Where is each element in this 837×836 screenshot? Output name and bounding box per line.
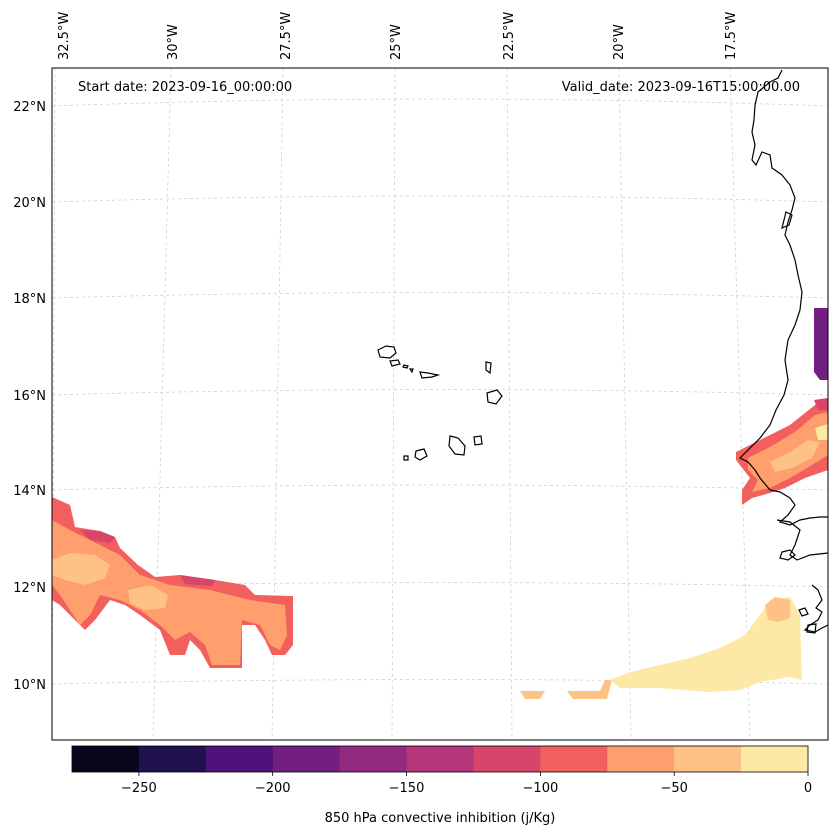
lon-label-32-5w: 32.5°W bbox=[57, 12, 72, 60]
colorbar-ticks bbox=[138, 772, 809, 776]
colorbar-swatch bbox=[272, 746, 341, 772]
map-border bbox=[51, 67, 829, 741]
colorbar-swatch bbox=[741, 746, 809, 772]
gridlines bbox=[51, 67, 829, 741]
colorbar-swatch bbox=[607, 746, 675, 772]
coastlines bbox=[738, 69, 829, 634]
cin-contours-west bbox=[52, 497, 293, 668]
colorbar: −250 −200 −150 −100 −50 0 850 hPa convec… bbox=[71, 745, 812, 826]
cape-verde-islands bbox=[377, 345, 503, 461]
colorbar-swatch bbox=[473, 746, 541, 772]
lat-label-12n: 12°N bbox=[13, 581, 46, 596]
start-date-label: Start date: 2023-09-16_00:00:00 bbox=[78, 80, 292, 95]
colorbar-swatches bbox=[72, 746, 809, 772]
lon-label-22-5w: 22.5°W bbox=[502, 12, 517, 60]
lat-label-14n: 14°N bbox=[13, 484, 46, 499]
lon-label-17-5w: 17.5°W bbox=[724, 12, 739, 60]
cin-contours-southeast bbox=[520, 597, 802, 699]
colorbar-swatch bbox=[406, 746, 474, 772]
lat-label-22n: 22°N bbox=[13, 100, 46, 115]
lon-label-25w: 25°W bbox=[389, 24, 404, 60]
colorbar-tick-label: −50 bbox=[660, 781, 687, 796]
lon-label-30w: 30°W bbox=[166, 24, 181, 60]
lat-label-10n: 10°N bbox=[13, 678, 46, 693]
map-panel bbox=[51, 67, 829, 741]
colorbar-swatch bbox=[205, 746, 274, 772]
colorbar-tick-label: −150 bbox=[389, 781, 425, 796]
colorbar-swatch bbox=[138, 746, 207, 772]
lon-label-20w: 20°W bbox=[612, 24, 627, 60]
colorbar-swatch bbox=[674, 746, 742, 772]
colorbar-tick-label: −100 bbox=[523, 781, 559, 796]
colorbar-swatch bbox=[339, 746, 408, 772]
colorbar-swatch bbox=[72, 746, 140, 772]
colorbar-tick-label: 0 bbox=[804, 781, 812, 796]
colorbar-tick-label: −200 bbox=[255, 781, 291, 796]
longitude-labels: 32.5°W 30°W 27.5°W 25°W 22.5°W 20°W 17.5… bbox=[57, 12, 739, 60]
lat-label-16n: 16°N bbox=[13, 389, 46, 404]
colorbar-label: 850 hPa convective inhibition (j/Kg) bbox=[325, 811, 556, 826]
latitude-labels: 22°N 20°N 18°N 16°N 14°N 12°N 10°N bbox=[13, 100, 46, 693]
colorbar-frame bbox=[71, 745, 809, 773]
valid-date-label: Valid_date: 2023-09-16T15:00:00.00 bbox=[562, 80, 800, 95]
cin-contours-east bbox=[736, 308, 828, 505]
lat-label-20n: 20°N bbox=[13, 196, 46, 211]
colorbar-swatch bbox=[540, 746, 608, 772]
lat-label-18n: 18°N bbox=[13, 292, 46, 307]
colorbar-tick-label: −250 bbox=[121, 781, 157, 796]
lon-label-27-5w: 27.5°W bbox=[279, 12, 294, 60]
